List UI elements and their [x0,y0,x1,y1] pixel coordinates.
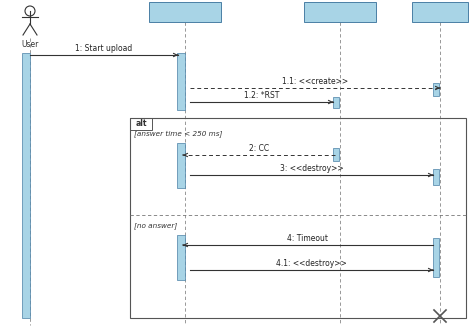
Text: 2: CC: 2: CC [249,144,269,153]
Text: [answer time < 250 ms]: [answer time < 250 ms] [134,130,222,137]
Text: FW Upload RS232: FW Upload RS232 [149,8,221,16]
Text: 4: Timeout: 4: Timeout [288,234,328,243]
Bar [333,97,339,108]
Bar [433,169,439,185]
Bar [177,53,185,110]
Text: 1.1: <<create>>: 1.1: <<create>> [282,77,348,86]
Text: 1.2: *RST: 1.2: *RST [244,91,279,100]
Bar [130,118,466,318]
Bar [433,83,439,96]
Text: Signal Generator: Signal Generator [306,8,374,16]
Bar [433,238,439,277]
Bar [177,143,185,188]
Bar [130,118,152,130]
Bar [177,235,185,280]
Bar [333,148,339,161]
Text: [no answer]: [no answer] [134,222,177,229]
Bar [149,2,221,22]
Text: 3: <<destroy>>: 3: <<destroy>> [280,164,343,173]
Text: Timer_Answer: Timer_Answer [412,8,468,16]
Bar [412,2,468,22]
Bar [22,53,30,318]
Text: 1: Start upload: 1: Start upload [75,44,133,53]
Text: 4.1: <<destroy>>: 4.1: <<destroy>> [276,259,347,268]
Text: alt: alt [135,119,147,129]
Text: User: User [21,40,39,49]
Bar [304,2,376,22]
